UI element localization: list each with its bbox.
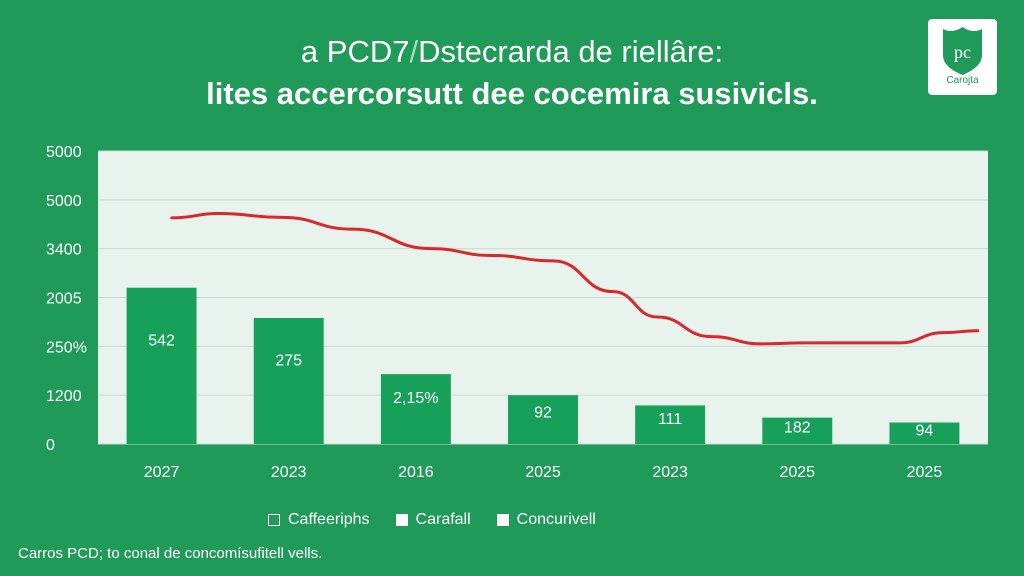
brand-logo: pc Carojta — [928, 19, 997, 95]
legend-item: Carafall — [395, 511, 471, 529]
legend-swatch-2 — [496, 514, 509, 526]
legend-swatch-1 — [395, 514, 408, 526]
chart-legend: Caffeeriphs Carafall Concurivell — [268, 511, 596, 529]
bar-value-label: 94 — [916, 423, 934, 440]
x-tick-label: 2025 — [907, 464, 943, 481]
bar — [253, 318, 324, 444]
legend-label: Carafall — [415, 511, 471, 528]
chart-title-slash: / — [409, 34, 419, 69]
y-tick-label: 5000 — [46, 144, 82, 161]
logo-label: Carojta — [946, 75, 979, 86]
bar — [889, 422, 960, 444]
chart-title-prefix: a PCD7 — [300, 34, 410, 69]
bar — [508, 395, 578, 444]
bar-value-label: 542 — [148, 332, 175, 349]
x-tick-label: 2025 — [525, 464, 561, 481]
y-tick-label: 5000 — [46, 193, 82, 210]
legend-item: Caffeeriphs — [268, 511, 370, 529]
bar — [126, 287, 197, 444]
x-tick-label: 2023 — [271, 464, 307, 481]
chart-title: a PCD7/Dstecrarda de riellâre: — [0, 34, 1024, 70]
y-tick-label: 2005 — [46, 291, 82, 308]
legend-item: Concurivell — [496, 511, 596, 529]
bar-value-label: 2,15% — [393, 390, 438, 407]
bar-value-label: 92 — [534, 404, 552, 421]
bar — [762, 417, 833, 444]
bar-value-label: 111 — [658, 411, 682, 428]
y-tick-label: 0 — [46, 437, 55, 454]
trend-line — [170, 212, 980, 346]
x-tick-label: 2027 — [144, 464, 180, 481]
legend-label: Concurivell — [516, 511, 596, 528]
y-tick-label: 250% — [46, 339, 87, 356]
bar — [380, 374, 451, 444]
bar-series: 542 275 2,15% 92 111 182 94 — [126, 287, 960, 444]
x-tick-label: 2023 — [652, 464, 688, 481]
chart-subtitle: lites accercorsutt dee cocemira susivicl… — [206, 76, 818, 111]
footer-note: Carros PCD; to conal de concomísufitell … — [18, 545, 323, 562]
x-axis: 2027 2023 2016 2025 2023 2025 2025 — [144, 464, 943, 481]
shield-icon: pc — [943, 27, 982, 75]
chart-title-rest: Dstecrarda de riellâre: — [418, 34, 724, 69]
x-tick-label: 2016 — [398, 464, 434, 481]
legend-label: Caffeeriphs — [288, 511, 370, 528]
x-tick-label: 2025 — [779, 464, 815, 481]
logo-mark: pc — [954, 42, 971, 62]
y-tick-label: 1200 — [46, 388, 82, 405]
y-tick-label: 3400 — [46, 242, 82, 259]
y-axis: 5000 5000 3400 2005 250% 1200 0 — [46, 144, 87, 454]
legend-swatch-0 — [268, 514, 280, 526]
bar-value-label: 182 — [784, 419, 811, 436]
bar — [635, 405, 706, 444]
line-series — [170, 212, 980, 346]
bar-value-label: 275 — [275, 353, 302, 370]
